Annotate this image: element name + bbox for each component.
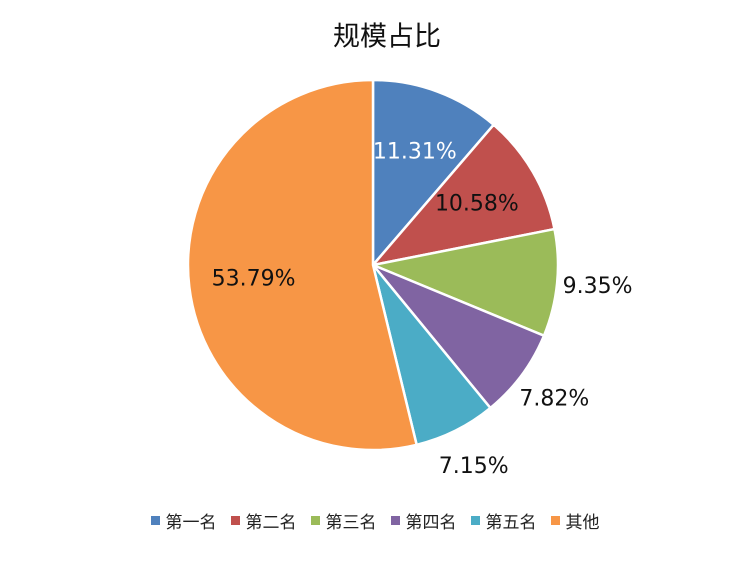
chart-title: 规模占比	[333, 22, 441, 53]
data-label: 7.82%	[519, 386, 589, 411]
pie-slice	[371, 78, 496, 269]
legend-item: 第三名	[310, 508, 377, 533]
legend: 第一名 第二名 第三名 第四名 第五名 其他	[0, 508, 750, 533]
legend-swatch	[470, 516, 480, 525]
data-label: 7.15%	[439, 454, 509, 479]
legend-item: 第五名	[470, 508, 537, 533]
pie-chart: 规模占比 11.31% 10.58% 9.35% 7.82% 7.15% 53.79%	[186, 22, 633, 479]
legend-swatch	[390, 516, 400, 525]
pie-slice	[369, 123, 556, 267]
legend-swatch	[310, 516, 320, 525]
legend-swatch	[150, 516, 160, 525]
legend-swatch	[550, 516, 560, 525]
pie-slice	[186, 78, 419, 452]
data-label: 10.58%	[435, 191, 519, 216]
legend-label: 第一名	[165, 513, 217, 533]
data-label: 53.79%	[212, 266, 296, 291]
legend-item: 第四名	[390, 508, 457, 533]
legend-label: 第二名	[245, 513, 297, 533]
data-label: 11.31%	[373, 139, 457, 164]
legend-label: 第四名	[405, 513, 457, 533]
data-label: 9.35%	[563, 274, 633, 299]
legend-swatch	[230, 516, 240, 525]
legend-item: 第二名	[230, 508, 297, 533]
legend-label: 第三名	[325, 513, 377, 533]
pie-slice	[368, 227, 560, 338]
legend-item: 第一名	[150, 508, 217, 533]
legend-label: 其他	[565, 513, 600, 533]
legend-label: 第五名	[485, 513, 537, 533]
pie-slice	[372, 263, 546, 410]
legend-item: 其他	[550, 508, 600, 533]
